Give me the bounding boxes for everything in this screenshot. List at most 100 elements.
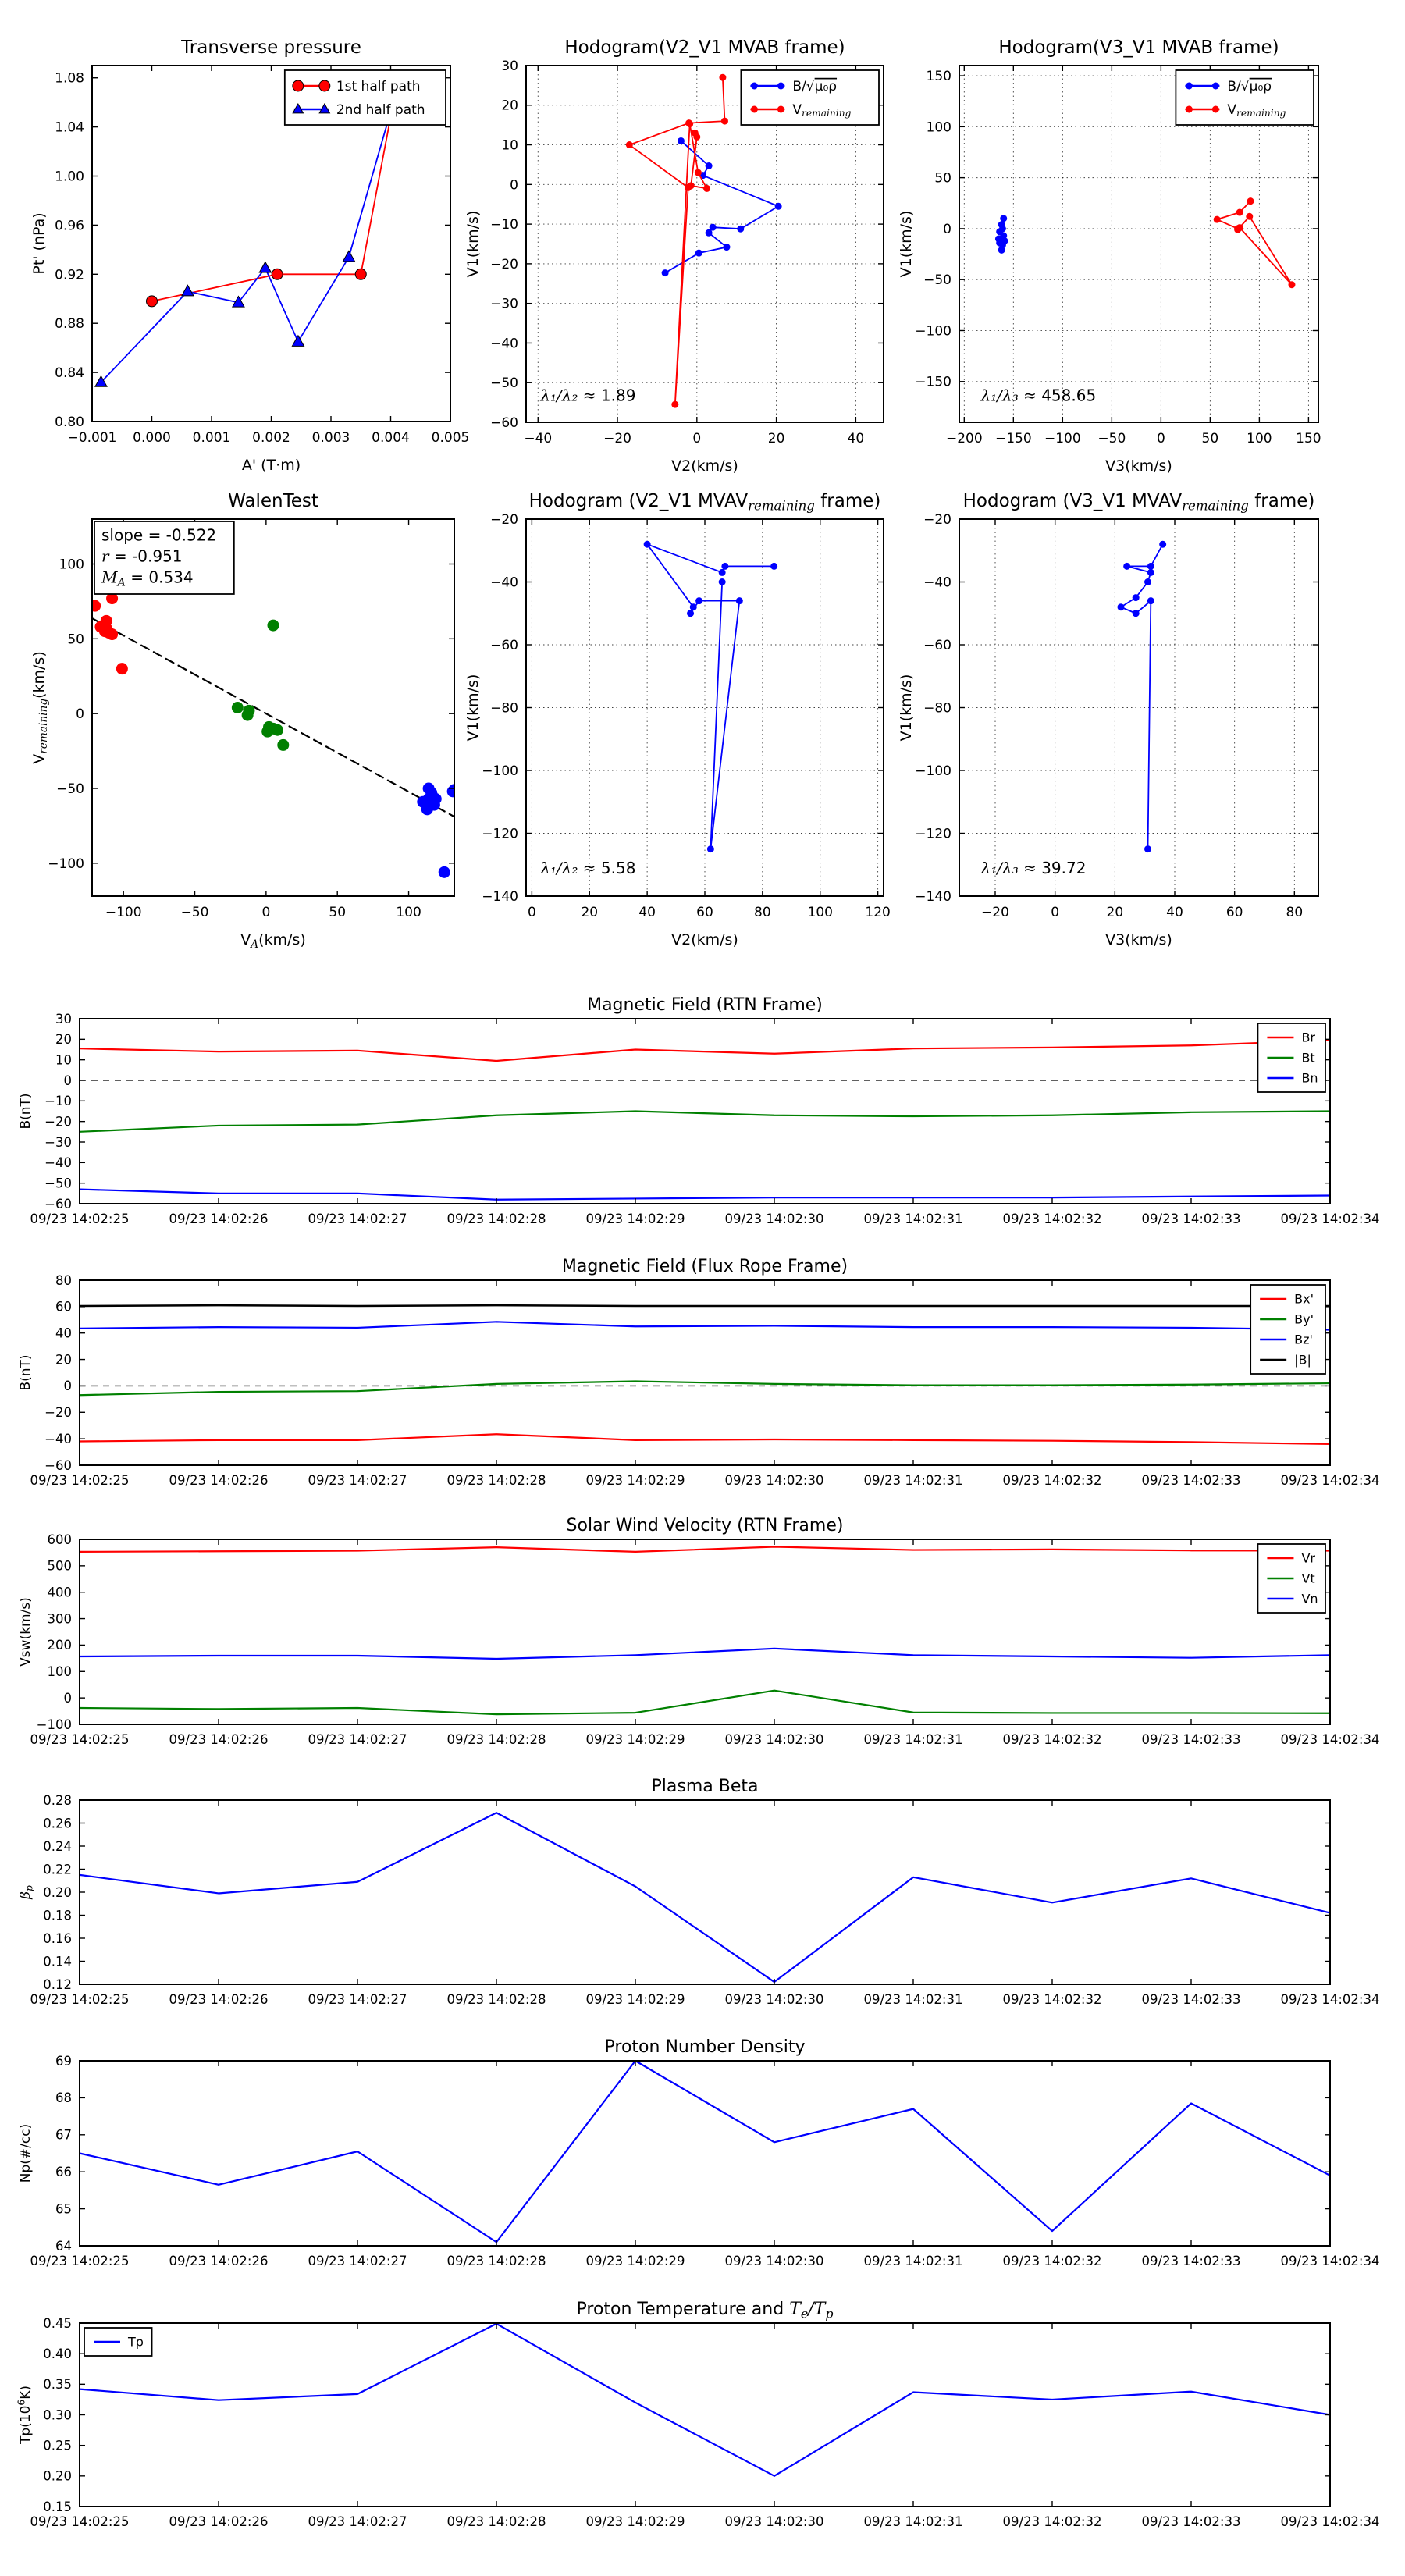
x-tick-label: −200: [946, 431, 983, 447]
y-tick-label: −60: [923, 638, 951, 653]
y-tick-label: −20: [923, 512, 951, 528]
y-tick-label: 20: [55, 1352, 72, 1367]
y-tick-label: 0.30: [43, 2407, 72, 2422]
x-tick-label: 09/23 14:02:25: [30, 2254, 130, 2268]
x-tick-label: 09/23 14:02:25: [30, 1732, 130, 1747]
y-tick-label: −30: [490, 297, 518, 312]
y-tick-label: 0.96: [55, 218, 84, 233]
info-box-line: MA = 0.534: [101, 568, 194, 589]
x-tick-label: 09/23 14:02:29: [586, 1473, 685, 1488]
annotation: λ₁/λ₂ ≈ 5.58: [539, 859, 635, 877]
x-tick-label: 120: [865, 905, 890, 920]
y-tick-label: −20: [490, 512, 518, 528]
y-tick-label: 0: [510, 177, 518, 193]
series-b-alfven: [661, 137, 782, 277]
x-axis-label: V2(km/s): [671, 931, 738, 948]
x-tick-label: −40: [524, 431, 552, 447]
y-tick-label: 0: [943, 222, 951, 237]
y-tick-label: −30: [44, 1135, 72, 1150]
x-tick-label: 09/23 14:02:25: [30, 1473, 130, 1488]
series-mid-interval: [231, 619, 290, 751]
y-tick-label: −40: [44, 1155, 72, 1170]
x-tick-label: 0: [528, 905, 536, 920]
series-by': [79, 1380, 1331, 1397]
x-tick-label: 20: [768, 431, 785, 447]
y-tick-label: −20: [44, 1114, 72, 1129]
tick-marks: [91, 66, 451, 422]
series-layer: [79, 2060, 1331, 2243]
y-tick-label: 0.24: [43, 1839, 72, 1854]
y-tick-label: 500: [48, 1559, 73, 1574]
plot-title: WalenTest: [228, 491, 318, 511]
x-tick-label: 09/23 14:02:31: [864, 1992, 963, 2007]
x-tick-label: 0.001: [193, 430, 231, 446]
y-tick-label: −60: [490, 415, 518, 431]
y-tick-label: −50: [490, 375, 518, 391]
x-tick-label: 0: [692, 431, 701, 447]
x-tick-label: 09/23 14:02:28: [447, 1473, 546, 1488]
legend-label: Vr: [1301, 1550, 1315, 1565]
legend: Vr Vt Vn: [1257, 1543, 1326, 1614]
y-tick-label: −50: [923, 272, 951, 288]
x-axis-label: V3(km/s): [1105, 931, 1172, 948]
series-layer: [79, 1812, 1331, 1984]
series-|b|: [79, 1304, 1331, 1308]
y-tick-label: −60: [44, 1197, 72, 1212]
x-tick-label: 09/23 14:02:27: [308, 2254, 407, 2268]
x-tick-label: 09/23 14:02:32: [1003, 1212, 1102, 1226]
y-tick-label: 150: [927, 69, 951, 84]
y-tick-label: −120: [915, 826, 951, 841]
series-layer: [1117, 540, 1167, 853]
x-tick-label: 09/23 14:02:31: [864, 1212, 963, 1226]
y-tick-label: 0.20: [43, 2469, 72, 2484]
y-axis-label: Tp(106K): [16, 2386, 34, 2445]
y-tick-label: −100: [915, 763, 951, 779]
x-tick-label: 09/23 14:02:33: [1142, 2514, 1241, 2529]
y-tick-label: 0.88: [55, 316, 84, 332]
x-tick-label: 09/23 14:02:33: [1142, 1473, 1241, 1488]
x-tick-label: 40: [638, 905, 656, 920]
y-axis-label: B(nT): [18, 1093, 34, 1129]
y-tick-label: 100: [59, 557, 84, 572]
y-axis-label: V1(km/s): [898, 674, 915, 742]
x-tick-label: −50: [1097, 431, 1126, 447]
x-tick-label: 09/23 14:02:32: [1003, 2254, 1102, 2268]
x-tick-label: 09/23 14:02:27: [308, 1992, 407, 2007]
x-tick-label: 09/23 14:02:28: [447, 1992, 546, 2007]
legend: Tp: [84, 2327, 153, 2357]
axes-frame: [91, 518, 455, 897]
y-tick-label: 100: [48, 1664, 73, 1679]
y-tick-label: 0: [64, 1691, 73, 1706]
x-tick-label: 09/23 14:02:34: [1281, 1473, 1380, 1488]
x-tick-label: 09/23 14:02:30: [725, 1212, 824, 1226]
x-tick-label: 09/23 14:02:26: [169, 1212, 269, 1226]
y-tick-label: −100: [915, 323, 951, 339]
y-tick-label: 0.12: [43, 1977, 72, 1992]
x-axis-label: VA(km/s): [240, 931, 306, 951]
series-layer: [79, 1546, 1331, 1716]
plot-walen-test: −100 −50 0 50 100 100 50 0 −50 −100 WalenTest VA(km…: [30, 491, 455, 951]
x-tick-label: 09/23 14:02:30: [725, 1992, 824, 2007]
y-axis-label: V1(km/s): [464, 211, 482, 278]
x-tick-label: 09/23 14:02:26: [169, 2514, 269, 2529]
y-tick-label: −140: [915, 889, 951, 905]
y-tick-label: 600: [48, 1532, 73, 1547]
y-tick-label: 1.00: [55, 169, 84, 184]
x-tick-label: 09/23 14:02:29: [586, 1992, 685, 2007]
y-tick-label: −40: [490, 336, 518, 351]
series-b-alfven: [1117, 540, 1167, 853]
legend-label: Vn: [1301, 1591, 1318, 1606]
y-tick-label: −50: [56, 781, 84, 797]
x-tick-label: 100: [1247, 431, 1272, 447]
x-tick-label: 0.002: [252, 430, 290, 446]
y-tick-label: −20: [490, 257, 518, 272]
x-tick-label: 09/23 14:02:34: [1281, 2514, 1380, 2529]
plot-b-rtn: 09/23 14:02:25 09/23 14:02:26 09/23 14:02:…: [18, 995, 1379, 1226]
y-tick-label: −80: [923, 700, 951, 716]
plot-beta: 09/23 14:02:25 09/23 14:02:26 09/23 14:02:…: [18, 1777, 1379, 2007]
legend-label: B/√μ₀ρ: [792, 79, 837, 94]
gridlines: [959, 518, 1318, 897]
series-layer: [625, 73, 782, 408]
plot-hodogram-v3v1-mvab: −200 −150 −100 −50 0 50 100 150 150 100 50 0 −50 −100…: [898, 37, 1321, 475]
y-tick-label: −20: [44, 1405, 72, 1420]
